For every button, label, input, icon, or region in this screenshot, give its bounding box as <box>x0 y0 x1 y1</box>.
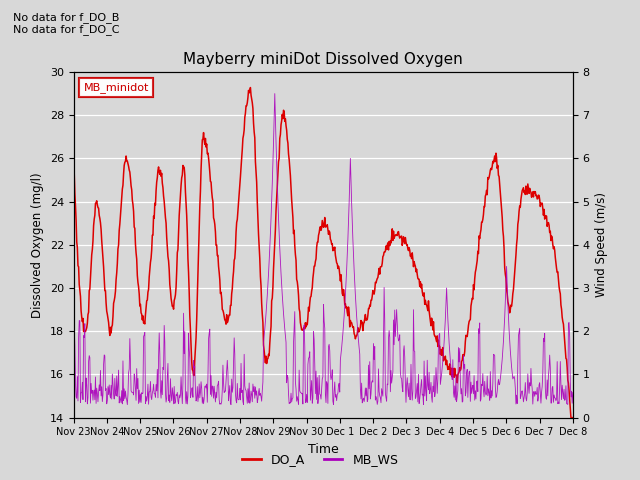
Legend: MB_minidot: MB_minidot <box>79 78 154 97</box>
Text: No data for f_DO_B: No data for f_DO_B <box>13 12 119 23</box>
Y-axis label: Dissolved Oxygen (mg/l): Dissolved Oxygen (mg/l) <box>31 172 44 318</box>
X-axis label: Time: Time <box>308 443 339 456</box>
Y-axis label: Wind Speed (m/s): Wind Speed (m/s) <box>595 192 608 297</box>
Text: No data for f_DO_C: No data for f_DO_C <box>13 24 119 35</box>
Legend: DO_A, MB_WS: DO_A, MB_WS <box>237 448 403 471</box>
Title: Mayberry miniDot Dissolved Oxygen: Mayberry miniDot Dissolved Oxygen <box>183 52 463 67</box>
